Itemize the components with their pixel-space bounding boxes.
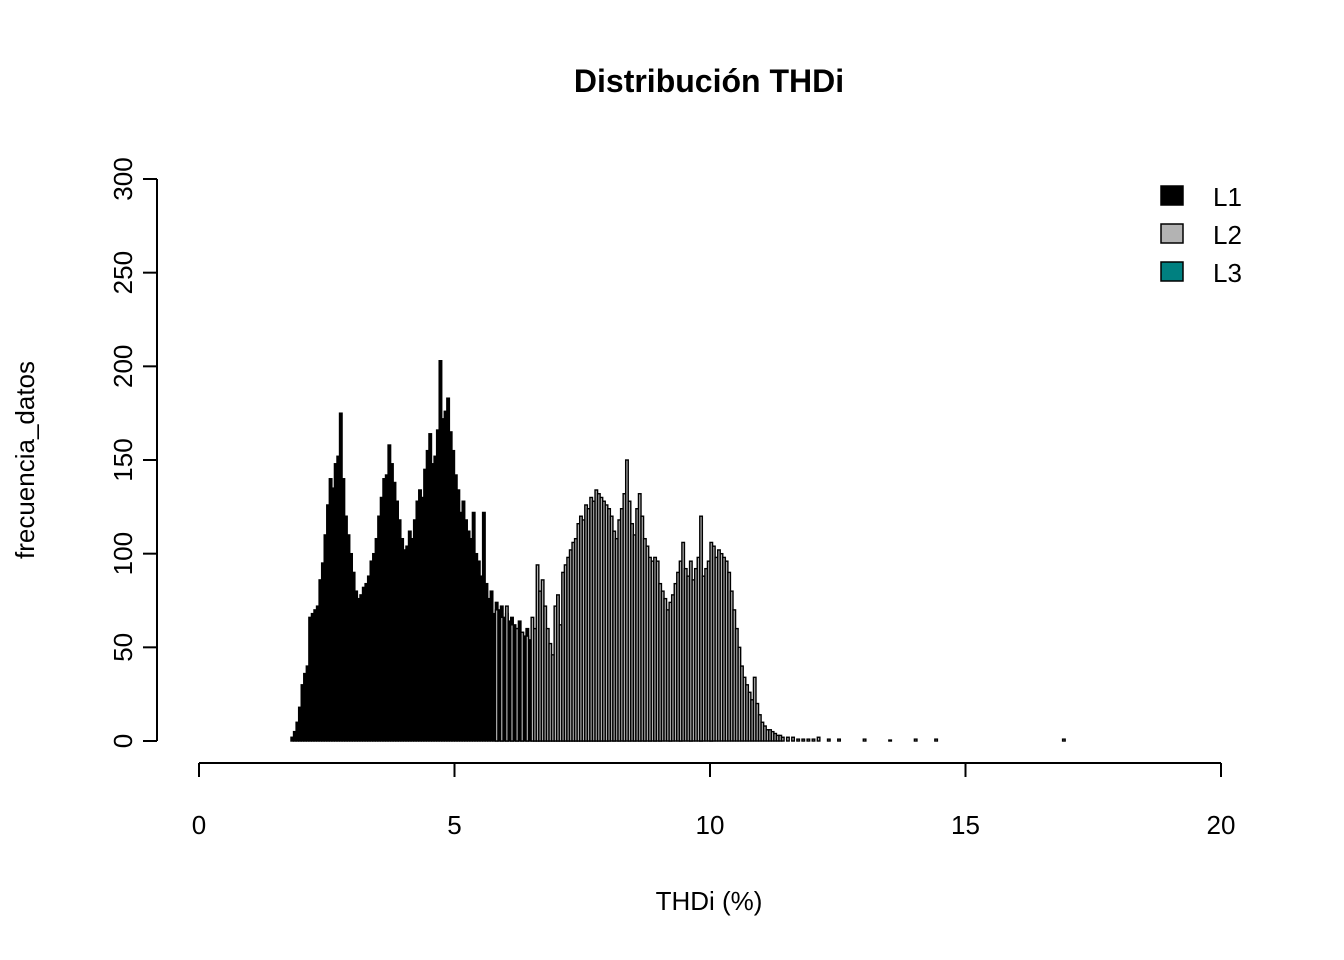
x-axis-title: THDi (%) — [656, 886, 763, 916]
x-tick-label-5: 5 — [447, 810, 461, 840]
bar-l2-3 — [510, 624, 514, 742]
y-tick-label-300: 300 — [108, 157, 138, 200]
bar-l2-113 — [826, 738, 831, 742]
bar-l2-112 — [816, 736, 821, 742]
y-tick-label-100: 100 — [108, 532, 138, 575]
histogram-bars — [290, 360, 1066, 742]
x-axis: 0 5 10 15 20 — [192, 762, 1236, 840]
legend-label-l3: L3 — [1213, 258, 1242, 288]
x-tick-label-15: 15 — [951, 810, 980, 840]
bar-l2-5 — [520, 631, 525, 742]
legend-swatch-l2 — [1160, 223, 1184, 244]
bar-l2-109 — [801, 738, 806, 742]
bar-l2-0 — [494, 609, 499, 742]
bar-l2-105 — [780, 736, 785, 742]
y-tick-label-200: 200 — [108, 345, 138, 388]
bar-l2-117 — [913, 738, 918, 742]
legend-swatch-l1 — [1160, 185, 1184, 206]
bar-l2-118 — [934, 738, 939, 742]
bar-l2-2 — [504, 605, 509, 742]
x-tick-label-0: 0 — [192, 810, 206, 840]
y-tick-label-250: 250 — [108, 251, 138, 294]
y-tick-label-150: 150 — [108, 438, 138, 481]
x-tick-label-10: 10 — [696, 810, 725, 840]
legend-label-l1: L1 — [1213, 182, 1242, 212]
x-tick-label-20: 20 — [1207, 810, 1236, 840]
bar-l2-114 — [837, 738, 842, 742]
bar-l2-116 — [888, 739, 893, 742]
y-axis: 0 50 100 150 200 250 300 — [108, 157, 158, 748]
y-tick-label-0: 0 — [108, 734, 138, 748]
chart-title: Distribución THDi — [574, 63, 844, 99]
bar-l2-106 — [785, 736, 790, 742]
bar-l2-119 — [1061, 738, 1066, 742]
bar-l2-108 — [796, 738, 801, 742]
legend-swatch-l3 — [1160, 261, 1184, 282]
bar-l2-1 — [499, 616, 504, 742]
y-tick-label-50: 50 — [108, 633, 138, 662]
bar-l2-6 — [525, 635, 530, 742]
legend-label-l2: L2 — [1213, 220, 1242, 250]
bar-l2-111 — [811, 738, 816, 742]
bar-l2-107 — [791, 736, 796, 742]
y-axis-title: frecuencia_datos — [10, 361, 40, 559]
bar-l2-110 — [806, 738, 811, 742]
bar-l2-115 — [862, 738, 867, 742]
bar-l2-4 — [515, 627, 520, 742]
legend: L1 L2 L3 — [1160, 182, 1242, 288]
